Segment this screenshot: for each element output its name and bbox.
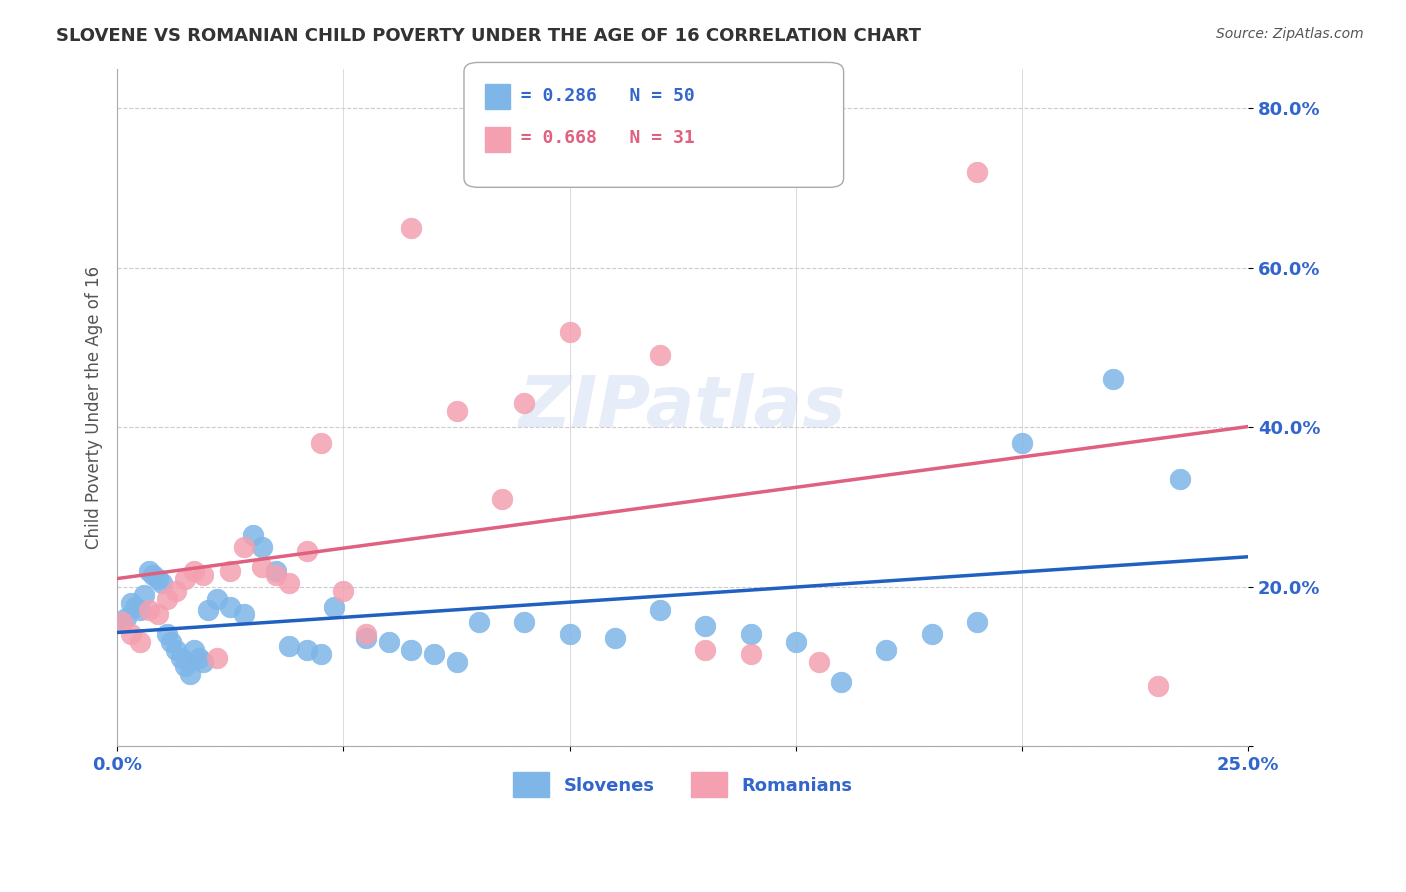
Point bbox=[242, 528, 264, 542]
Point bbox=[205, 591, 228, 606]
Point bbox=[197, 603, 219, 617]
Point bbox=[807, 655, 830, 669]
Text: SLOVENE VS ROMANIAN CHILD POVERTY UNDER THE AGE OF 16 CORRELATION CHART: SLOVENE VS ROMANIAN CHILD POVERTY UNDER … bbox=[56, 27, 921, 45]
Text: Source: ZipAtlas.com: Source: ZipAtlas.com bbox=[1216, 27, 1364, 41]
Point bbox=[650, 348, 672, 362]
Point bbox=[278, 575, 301, 590]
Point bbox=[695, 619, 717, 633]
Point bbox=[115, 611, 138, 625]
Point bbox=[219, 599, 242, 614]
Point bbox=[183, 643, 205, 657]
Point bbox=[146, 572, 169, 586]
Point bbox=[921, 627, 943, 641]
Point bbox=[142, 567, 165, 582]
Point bbox=[513, 615, 536, 630]
Point bbox=[250, 540, 273, 554]
Point bbox=[156, 591, 179, 606]
Point bbox=[740, 648, 762, 662]
Text: R = 0.668   N = 31: R = 0.668 N = 31 bbox=[499, 129, 695, 147]
Point bbox=[128, 603, 150, 617]
Point bbox=[332, 583, 354, 598]
Point bbox=[183, 564, 205, 578]
Point bbox=[250, 559, 273, 574]
Point bbox=[446, 655, 468, 669]
Point bbox=[191, 655, 214, 669]
Point bbox=[309, 436, 332, 450]
Point bbox=[1011, 436, 1033, 450]
Point bbox=[219, 564, 242, 578]
Point bbox=[468, 615, 491, 630]
Point bbox=[179, 667, 201, 681]
Text: ZIPatlas: ZIPatlas bbox=[519, 373, 846, 442]
Point bbox=[232, 607, 254, 622]
Point bbox=[558, 325, 581, 339]
Point bbox=[134, 588, 156, 602]
Point bbox=[309, 648, 332, 662]
Point bbox=[354, 627, 377, 641]
Point bbox=[174, 659, 197, 673]
Point bbox=[785, 635, 807, 649]
Point bbox=[205, 651, 228, 665]
Point bbox=[401, 221, 423, 235]
Y-axis label: Child Poverty Under the Age of 16: Child Poverty Under the Age of 16 bbox=[86, 266, 103, 549]
Point bbox=[323, 599, 346, 614]
Point bbox=[966, 615, 988, 630]
Point bbox=[1101, 372, 1123, 386]
Point bbox=[165, 643, 187, 657]
Point bbox=[297, 543, 319, 558]
Point bbox=[165, 583, 187, 598]
Point bbox=[875, 643, 897, 657]
Point bbox=[830, 675, 852, 690]
Point bbox=[513, 396, 536, 410]
Point bbox=[558, 627, 581, 641]
Point bbox=[191, 567, 214, 582]
Point bbox=[446, 404, 468, 418]
Point bbox=[603, 632, 626, 646]
Point bbox=[740, 627, 762, 641]
Legend: Slovenes, Romanians: Slovenes, Romanians bbox=[506, 764, 859, 805]
Point bbox=[278, 640, 301, 654]
Point bbox=[160, 635, 183, 649]
Point bbox=[156, 627, 179, 641]
Point bbox=[966, 165, 988, 179]
Point bbox=[297, 643, 319, 657]
Point bbox=[1170, 472, 1192, 486]
Point bbox=[152, 575, 174, 590]
Point bbox=[264, 564, 287, 578]
Point bbox=[377, 635, 399, 649]
Point bbox=[401, 643, 423, 657]
Point bbox=[138, 564, 160, 578]
Point bbox=[111, 615, 134, 630]
Point bbox=[354, 632, 377, 646]
Point bbox=[695, 643, 717, 657]
Point bbox=[169, 651, 191, 665]
Point bbox=[232, 540, 254, 554]
Point bbox=[264, 567, 287, 582]
Point bbox=[124, 599, 146, 614]
Point bbox=[120, 627, 142, 641]
Point bbox=[174, 572, 197, 586]
Point bbox=[138, 603, 160, 617]
Point bbox=[1147, 679, 1170, 693]
Text: R = 0.286   N = 50: R = 0.286 N = 50 bbox=[499, 87, 695, 105]
Point bbox=[111, 615, 134, 630]
Point bbox=[650, 603, 672, 617]
Point bbox=[423, 648, 446, 662]
Point bbox=[120, 595, 142, 609]
Point bbox=[491, 491, 513, 506]
Point bbox=[146, 607, 169, 622]
Point bbox=[128, 635, 150, 649]
Point bbox=[187, 651, 209, 665]
